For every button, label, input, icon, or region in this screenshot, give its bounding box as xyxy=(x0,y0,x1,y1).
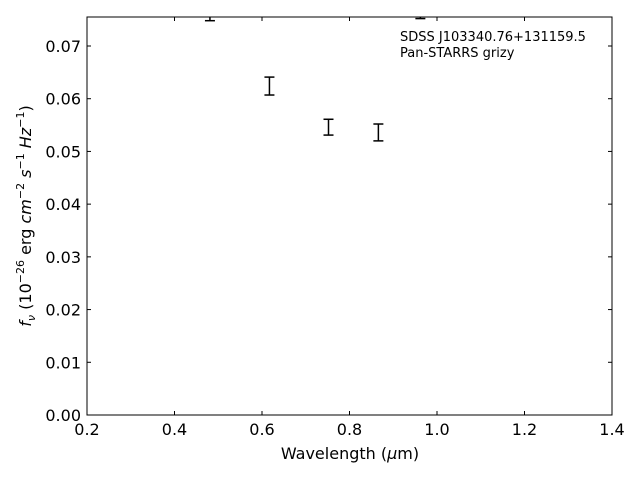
annotation-line-2: Pan-STARRS grizy xyxy=(400,46,515,61)
axis-ticks: 0.2 0.4 0.6 0.8 1.0 1.2 1.4 0.00 0.01 0.02 0.03 0.0… xyxy=(45,17,625,439)
y-tick-label: 0.03 xyxy=(45,248,81,267)
x-tick-label: 0.2 xyxy=(74,420,99,439)
error-bar-point xyxy=(264,76,275,96)
y-tick-label: 0.06 xyxy=(45,90,81,109)
error-bar-point xyxy=(373,123,384,142)
data-points xyxy=(204,17,426,142)
x-tick-label: 0.4 xyxy=(162,420,187,439)
y-tick-label: 0.05 xyxy=(45,142,81,161)
error-bar-point xyxy=(204,17,215,22)
annotation-line-1: SDSS J103340.76+131159.5 xyxy=(400,30,586,45)
y-tick-label: 0.07 xyxy=(45,37,81,56)
x-tick-label: 0.6 xyxy=(249,420,274,439)
x-tick-label: 0.8 xyxy=(337,420,362,439)
error-bar-point xyxy=(323,118,334,136)
y-tick-label: 0.00 xyxy=(45,406,81,425)
x-tick-label: 1.0 xyxy=(424,420,449,439)
y-tick-label: 0.01 xyxy=(45,353,81,372)
error-bar-point xyxy=(415,17,426,20)
y-tick-label: 0.02 xyxy=(45,301,81,320)
y-axis-title: fν (10−26 erg cm−2 s−1 Hz−1) xyxy=(14,105,38,326)
y-tick-label: 0.04 xyxy=(45,195,81,214)
x-axis-title: Wavelength (μm) xyxy=(281,444,419,463)
plot-frame xyxy=(86,16,613,416)
x-tick-label: 1.2 xyxy=(512,420,537,439)
x-tick-label: 1.4 xyxy=(599,420,624,439)
